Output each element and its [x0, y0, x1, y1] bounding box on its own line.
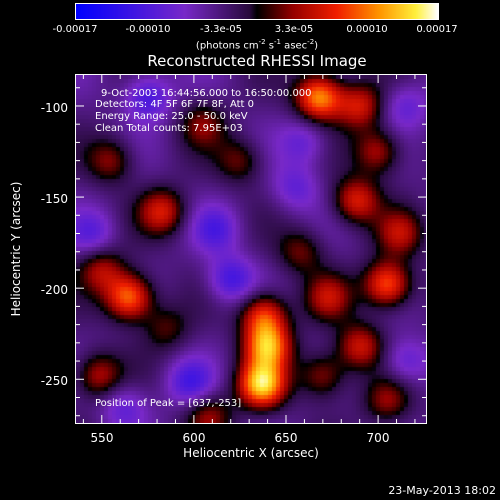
annotation-detectors: Detectors: 4F 5F 6F 7F 8F, Att 0: [95, 99, 255, 110]
x-tick-label: 700: [366, 431, 390, 445]
colorbar-tick-label: -3.3e-05: [200, 24, 242, 35]
y-tick-label: -250: [40, 374, 68, 388]
axis-ticks: [76, 75, 426, 423]
units-sup: -1: [274, 38, 282, 46]
x-tick-label: 650: [274, 431, 298, 445]
annotation-energy: Energy Range: 25.0 - 50.0 keV: [95, 111, 248, 122]
units-sup: -2: [307, 38, 315, 46]
units-text: s: [265, 40, 275, 52]
y-axis-label: Heliocentric Y (arcsec): [9, 181, 23, 317]
colorbar-tick-label: 0.00010: [346, 24, 388, 35]
annotation-time-range: 9-Oct-2003 16:44:56.000 to 16:50:00.000: [101, 88, 312, 99]
y-tick-label: -100: [40, 101, 68, 115]
units-sup: -2: [258, 38, 266, 46]
units-text: ): [314, 40, 319, 52]
plot-timestamp: 23-May-2013 18:02: [388, 484, 496, 497]
chart-title: Reconstructed RHESSI Image: [147, 52, 367, 70]
colorbar: [75, 3, 439, 20]
annotation-peak-position: Position of Peak = [637,-253]: [95, 398, 242, 409]
heatmap-image: [76, 75, 426, 423]
colorbar-tick-label: -0.00010: [125, 24, 171, 35]
plot-area: 9-Oct-2003 16:44:56.000 to 16:50:00.000 …: [75, 74, 427, 424]
x-tick-label: 550: [90, 431, 114, 445]
x-tick-label: 600: [182, 431, 206, 445]
y-tick-label: -150: [40, 192, 68, 206]
x-axis-label: Heliocentric X (arcsec): [183, 446, 319, 460]
colorbar-tick-label: 0.00017: [416, 24, 458, 35]
units-text: asec: [281, 40, 308, 52]
colorbar-units: (photons cm-2 s-1 asec-2): [196, 38, 318, 51]
colorbar-tick-label: -0.00017: [52, 24, 98, 35]
colorbar-tick-label: 3.3e-05: [274, 24, 314, 35]
annotation-clean: Clean Total counts: 7.95E+03: [95, 123, 243, 134]
y-tick-label: -200: [40, 283, 68, 297]
units-text: (photons cm: [195, 40, 259, 52]
